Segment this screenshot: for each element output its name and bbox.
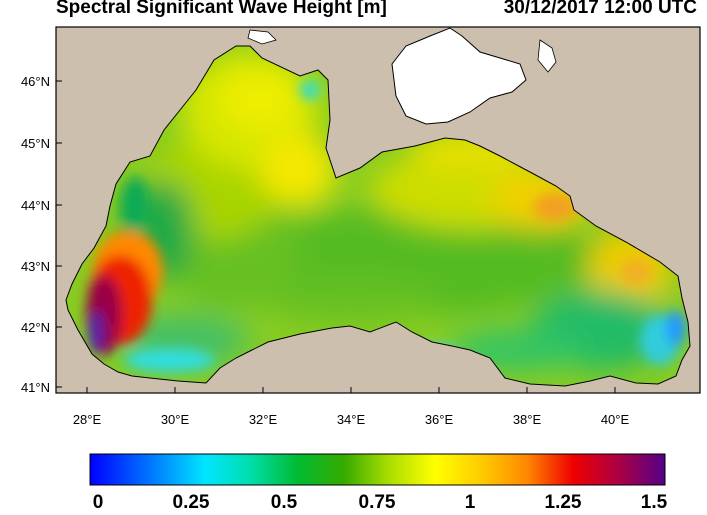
lagoon — [537, 39, 557, 73]
y-tick-label: 41°N — [21, 380, 50, 395]
colorbar-label: 1.25 — [544, 492, 582, 513]
colorbar-label: 0.5 — [270, 492, 298, 513]
colorbar-label: 0.25 — [172, 492, 210, 513]
x-tick-label: 38°E — [513, 412, 542, 427]
sea-of-azov — [391, 27, 527, 125]
y-tick-label: 43°N — [21, 259, 50, 274]
colorbar-label: 0 — [92, 492, 104, 513]
lagoon — [247, 29, 277, 45]
map-title: Spectral Significant Wave Height [m] — [56, 0, 387, 18]
y-axis-labels: 46°N 45°N 44°N 43°N 42°N 41°N — [21, 74, 50, 395]
x-tick-label: 32°E — [249, 412, 278, 427]
y-tick-label: 42°N — [21, 320, 50, 335]
colorbar — [89, 453, 666, 486]
y-tick-label: 46°N — [21, 74, 50, 89]
colorbar-label: 0.75 — [358, 492, 396, 513]
map-frame — [55, 26, 701, 394]
x-tick-label: 30°E — [161, 412, 190, 427]
colorbar-label: 1 — [464, 492, 476, 513]
y-tick-label: 45°N — [21, 136, 50, 151]
x-tick-label: 34°E — [337, 412, 366, 427]
coastline — [65, 45, 691, 387]
x-tick-label: 28°E — [73, 412, 102, 427]
x-tick-label: 40°E — [601, 412, 630, 427]
tick-marks — [56, 80, 616, 393]
y-tick-label: 44°N — [21, 198, 50, 213]
x-tick-label: 36°E — [425, 412, 454, 427]
x-axis-labels: 28°E 30°E 32°E 34°E 36°E 38°E 40°E — [73, 412, 630, 427]
map-timestamp: 30/12/2017 12:00 UTC — [503, 0, 697, 18]
colorbar-label: 1.5 — [640, 492, 668, 513]
